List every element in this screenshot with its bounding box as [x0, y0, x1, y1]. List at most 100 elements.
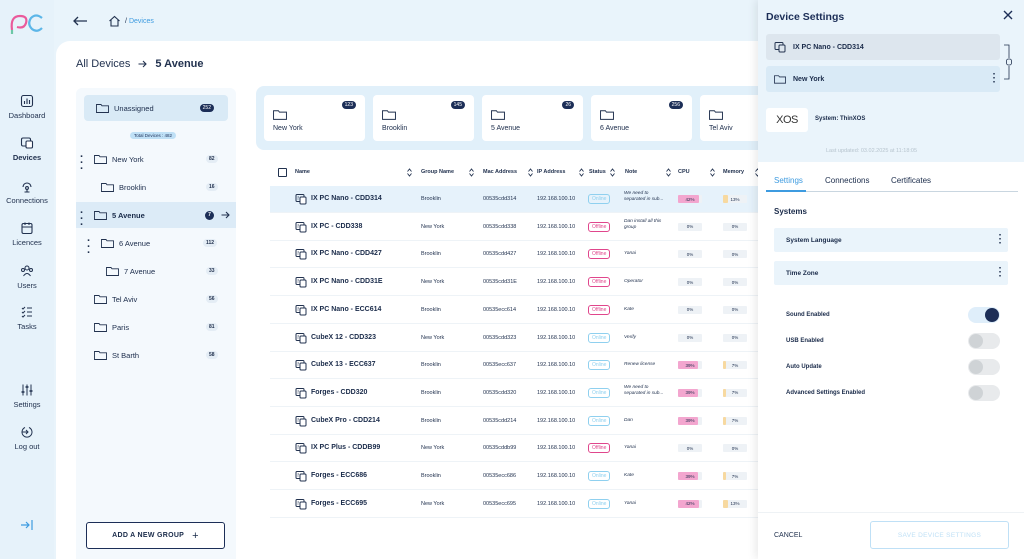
sort-icon[interactable]	[579, 168, 584, 179]
column-header[interactable]: IP Address	[537, 169, 566, 175]
table-row[interactable]: CubeX 12 - CDD323 New York 00535cdd323 192.…	[270, 325, 776, 352]
more-options-icon[interactable]: · · ·	[80, 151, 84, 175]
table-row[interactable]: IX PC Nano - CDD427 Brooklin 00535cdd427 19…	[270, 241, 776, 269]
nav-dashboard[interactable]: Dashboard	[0, 94, 54, 120]
nav-label: Devices	[12, 153, 42, 162]
tree-item[interactable]: Paris 81	[76, 314, 236, 340]
sort-icon[interactable]	[666, 168, 671, 179]
toggle-switch[interactable]	[968, 385, 1000, 401]
tree-item[interactable]: · · · 5 Avenue 7	[76, 202, 236, 231]
tree-item[interactable]: Brooklin 16	[76, 174, 236, 200]
more-options-icon[interactable]: · · ·	[998, 263, 1002, 282]
tree-item[interactable]: · · · New York 82	[76, 146, 236, 175]
device-group-box[interactable]: New York · · ·	[766, 66, 1000, 92]
tab-connections[interactable]: Connections	[825, 176, 870, 185]
dashboard-icon	[20, 94, 34, 108]
table-row[interactable]: IX PC Plus - CDDB99 New York 00535cddb99 19…	[270, 435, 776, 463]
group-card[interactable]: Brooklin 145	[373, 95, 474, 141]
device-name[interactable]: Forges - ECC686	[311, 472, 368, 479]
table-row[interactable]: IX PC - CDD338 New York 00535cdd338 192.168…	[270, 214, 776, 241]
sort-icon[interactable]	[407, 168, 412, 179]
column-header[interactable]: CPU	[678, 169, 690, 175]
device-name[interactable]: Forges - CDD320	[311, 388, 368, 396]
table-row[interactable]: Forges - CDD320 Brooklin 00535cdd320 192.16…	[270, 380, 776, 407]
cancel-button[interactable]: CANCEL	[774, 532, 803, 539]
device-name[interactable]: IX PC Nano - CDD314	[311, 195, 382, 202]
tree-item[interactable]: · · · 6 Avenue 112	[76, 230, 236, 259]
more-options-icon[interactable]: · · ·	[998, 230, 1002, 249]
table-row[interactable]: CubeX 13 - ECC637 Brooklin 00535ecc637 192.…	[270, 352, 776, 380]
sort-icon[interactable]	[469, 168, 474, 179]
sort-icon[interactable]	[528, 168, 533, 179]
cpu-meter: 0%	[678, 305, 702, 314]
device-name[interactable]: IX PC - CDD338	[311, 222, 363, 230]
sort-icon[interactable]	[610, 168, 615, 179]
toggle-switch[interactable]	[968, 333, 1000, 349]
tab-certificates[interactable]: Certificates	[891, 176, 932, 185]
device-name[interactable]: IX PC Nano - ECC614	[311, 305, 382, 313]
table-row[interactable]: Forges - ECC695 New York 00535ecc695 192.16…	[270, 491, 776, 518]
nav-licences[interactable]: Licences	[0, 221, 54, 247]
device-name[interactable]: IX PC Plus - CDDB99	[311, 444, 381, 452]
toggle-knob	[985, 308, 999, 322]
column-header[interactable]: Mac Address	[483, 169, 518, 175]
tab-settings[interactable]: Settings	[774, 176, 803, 185]
column-header[interactable]: Group Name	[421, 169, 455, 175]
device-name[interactable]: CubeX 12 - CDD323	[311, 333, 376, 341]
sort-icon[interactable]	[710, 168, 715, 179]
more-options-icon[interactable]: · · ·	[992, 69, 996, 88]
device-name[interactable]: CubeX Pro - CDD214	[311, 416, 380, 424]
toggle-switch[interactable]	[968, 359, 1000, 375]
table-row[interactable]: IX PC Nano - ECC614 Brooklin 00535ecc614 19…	[270, 297, 776, 324]
cpu-meter: 0%	[678, 333, 702, 342]
tree-item[interactable]: 7 Avenue 33	[76, 258, 236, 284]
table-row[interactable]: IX PC Nano - CDD314 Brooklin 00535cdd314 19…	[270, 186, 776, 213]
system-language-row[interactable]: System Language · · ·	[774, 228, 1008, 252]
nav-users[interactable]: Users	[0, 264, 54, 290]
group-card[interactable]: 6 Avenue 256	[591, 95, 692, 141]
home-icon[interactable]	[108, 15, 121, 27]
column-header[interactable]: Memory	[723, 169, 745, 175]
tree-item[interactable]: Tel Aviv 56	[76, 286, 236, 312]
nav-devices[interactable]: Devices	[0, 136, 54, 162]
cpu-value: 42%	[685, 196, 695, 202]
memory-meter: 13%	[723, 195, 747, 203]
table-row[interactable]: IX PC Nano - CDD31E New York 00535cdd31E 19…	[270, 269, 776, 297]
table-row[interactable]: Forges - ECC686 Brooklin 00535ecc686 192.16…	[270, 463, 776, 490]
tree-item-unassigned[interactable]: Unassigned 252	[84, 95, 228, 121]
column-header[interactable]: Note	[625, 169, 638, 175]
nav-logout[interactable]: Log out	[0, 425, 54, 451]
time-zone-row[interactable]: Time Zone · · ·	[774, 261, 1008, 285]
more-options-icon[interactable]: · · ·	[87, 235, 91, 259]
group-card[interactable]: New York 123	[264, 95, 365, 141]
select-all-checkbox[interactable]	[278, 168, 287, 177]
save-device-settings-button[interactable]: SAVE DEVICE SETTINGS	[870, 521, 1009, 549]
arrow-right-icon[interactable]	[221, 211, 230, 219]
more-options-icon[interactable]: · · ·	[80, 207, 84, 231]
nav-tasks[interactable]: Tasks	[0, 305, 54, 331]
active-tab-underline	[766, 190, 806, 192]
collapse-sidebar-icon[interactable]	[20, 518, 34, 532]
nav-settings[interactable]: Settings	[0, 383, 54, 409]
column-header[interactable]: Name	[295, 169, 310, 175]
memory-value: 7%	[731, 390, 739, 396]
page-title: All Devices 5 Avenue	[76, 58, 204, 70]
back-arrow-icon[interactable]	[72, 16, 88, 26]
column-header[interactable]: Status	[589, 169, 606, 175]
toggle-switch[interactable]	[968, 307, 1000, 323]
group-card[interactable]: 5 Avenue 26	[482, 95, 583, 141]
title-root[interactable]: All Devices	[76, 58, 131, 70]
device-name[interactable]: IX PC Nano - CDD31E	[311, 278, 383, 286]
device-name[interactable]: IX PC Nano - CDD427	[311, 250, 382, 258]
tree-item[interactable]: St Barth 58	[76, 342, 236, 368]
breadcrumb-current[interactable]: Devices	[128, 17, 154, 25]
close-icon[interactable]	[1003, 10, 1013, 20]
nav-connections[interactable]: Connections	[0, 179, 54, 205]
table-header: Name Group Name Mac Address IP Address Statu…	[270, 163, 776, 183]
table-row[interactable]: CubeX Pro - CDD214 Brooklin 00535cdd214 192…	[270, 408, 776, 435]
device-name[interactable]: Forges - ECC695	[311, 499, 368, 507]
nav-label: Dashboard	[8, 111, 46, 120]
cpu-fill	[678, 361, 698, 370]
device-name[interactable]: CubeX 13 - ECC637	[311, 361, 376, 369]
add-group-button[interactable]: ADD A NEW GROUP +	[86, 522, 225, 549]
